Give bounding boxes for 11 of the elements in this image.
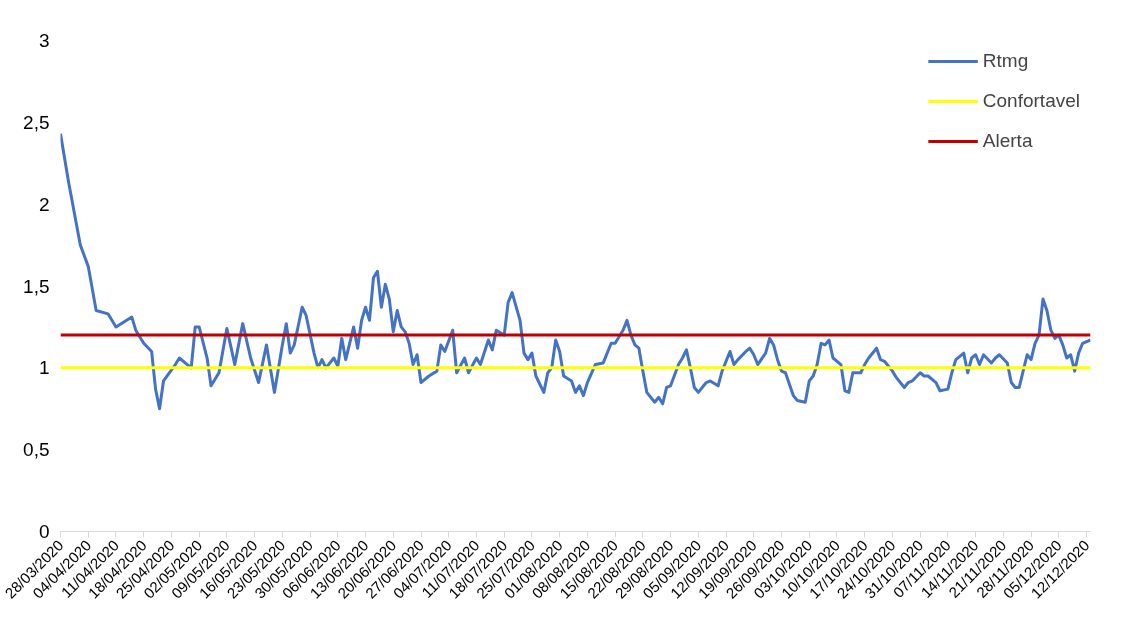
y-tick-label: 1,5 bbox=[23, 275, 50, 297]
y-tick-label: 3 bbox=[38, 30, 50, 51]
y-tick-label: 0,5 bbox=[23, 439, 50, 461]
y-tick-label: 2 bbox=[38, 193, 50, 215]
y-tick-label: 0 bbox=[38, 521, 50, 542]
y-tick-label: 2,5 bbox=[23, 111, 50, 133]
line-series bbox=[60, 132, 1091, 411]
legend-label: Confortavel bbox=[982, 90, 1080, 112]
legend-label: Alerta bbox=[982, 130, 1033, 152]
y-tick-label: 1 bbox=[38, 357, 50, 379]
legend-label: Rtmg bbox=[982, 50, 1029, 72]
